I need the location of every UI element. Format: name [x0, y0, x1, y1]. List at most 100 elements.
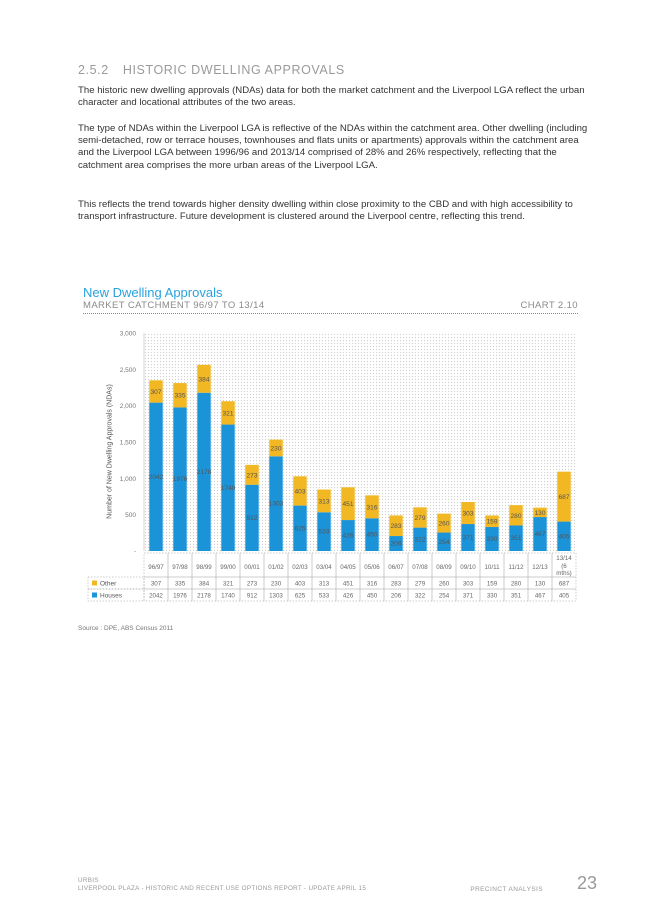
x-tick-label-2: (6 [561, 563, 567, 570]
table-cell-value: 371 [463, 593, 474, 600]
data-label-other: 230 [270, 445, 281, 452]
footer-left: URBIS LIVERPOOL PLAZA - HISTORIC AND REC… [78, 877, 366, 893]
x-tick-label: 04/05 [340, 564, 356, 571]
table-cell-value: 405 [559, 593, 570, 600]
bars: 2042 307 1976 335 2178 384 1740 321 912 273 1303 23… [149, 364, 571, 551]
bar-other [461, 502, 475, 525]
data-label-houses: 322 [414, 536, 425, 543]
x-tick-label: 99/00 [220, 564, 236, 571]
bar-other [317, 489, 331, 513]
x-tick-label: 12/13 [532, 564, 548, 571]
table-cell-value: 687 [559, 581, 570, 588]
bar-houses [413, 527, 427, 551]
table-cell-value: 467 [535, 593, 546, 600]
table-cell-value: 206 [391, 593, 402, 600]
x-tick-label: 10/11 [484, 564, 500, 571]
table-cell-value: 2178 [197, 593, 211, 600]
table-cell-value: 321 [223, 581, 234, 588]
data-label-houses: 254 [438, 539, 449, 546]
section-heading: 2.5.2 HISTORIC DWELLING APPROVALS [78, 63, 345, 77]
table-cell [551, 588, 577, 602]
data-table: 96/97 97/98 98/99 99/00 00/01 01/02 02/03 03/04… [87, 552, 577, 602]
y-tick-label: 2,500 [120, 367, 137, 374]
table-cell-value: 335 [175, 581, 186, 588]
x-tick-label: 97/98 [172, 564, 188, 571]
paragraph-3: This reflects the trend towards higher d… [78, 199, 573, 223]
footer-report: LIVERPOOL PLAZA - HISTORIC AND RECENT US… [78, 885, 367, 892]
chart-subtitle: MARKET CATCHMENT 96/97 TO 13/14 [83, 300, 265, 311]
data-label-other: 687 [558, 494, 569, 501]
bar-other [149, 380, 163, 403]
data-label-other: 279 [414, 515, 425, 522]
table-cell-value: 307 [151, 581, 162, 588]
chart-title: New Dwelling Approvals [83, 285, 223, 300]
data-label-houses: 330 [486, 536, 497, 543]
data-label-houses: 533 [318, 529, 329, 536]
x-tick-label: 98/99 [196, 564, 212, 571]
table-cell-value: 625 [295, 593, 306, 600]
chart-number: CHART 2.10 [520, 300, 578, 311]
x-tick-label: 11/12 [508, 564, 524, 571]
bar-houses [509, 525, 523, 551]
table-cell-value: 384 [199, 581, 210, 588]
bar-houses [341, 520, 355, 551]
x-tick-label: 00/01 [244, 564, 260, 571]
table-cell-value: 1303 [269, 593, 283, 600]
bar-houses [173, 407, 187, 551]
table-cell-value: 130 [535, 581, 546, 588]
bar-houses [149, 402, 163, 551]
data-label-houses: 206 [390, 541, 401, 548]
data-label-houses: 2178 [197, 469, 212, 476]
table-cell-value: 254 [439, 593, 450, 600]
bar-other [173, 383, 187, 408]
table-cell-value: 450 [367, 593, 378, 600]
plot-area [144, 333, 576, 551]
table-cell-value: 303 [463, 581, 474, 588]
data-label-other: 273 [246, 472, 257, 479]
legend-swatch [92, 592, 97, 598]
table-cell-value: 280 [511, 581, 522, 588]
bar-houses [533, 517, 547, 551]
footer-section: PRECINCT ANALYSIS [470, 886, 543, 893]
bar-other [365, 495, 379, 519]
data-label-houses: 2042 [149, 474, 164, 481]
x-tick-label: 07/08 [412, 564, 428, 571]
y-tick-label: 1,000 [120, 476, 137, 483]
bar-houses [293, 505, 307, 551]
table-cell-value: 1740 [221, 593, 235, 600]
data-label-other: 403 [294, 488, 305, 495]
data-label-houses: 467 [534, 531, 545, 538]
y-axis: - 500 1,000 1,500 2,000 2,500 3,000 [120, 331, 145, 556]
table-cell-value: 159 [487, 581, 498, 588]
bar-houses [365, 518, 379, 551]
bar-other [533, 507, 547, 518]
data-label-houses: 1303 [269, 501, 284, 508]
legend-label: Other [100, 581, 117, 588]
bar-other [437, 513, 451, 533]
data-label-houses: 625 [294, 525, 305, 532]
data-label-houses: 450 [366, 532, 377, 539]
table-cell-value: 2042 [149, 593, 163, 600]
footer-company: URBIS [78, 877, 99, 884]
bar-other [293, 476, 307, 506]
data-label-other: 313 [318, 498, 329, 505]
table-cell-value: 279 [415, 581, 426, 588]
bar-other [557, 471, 571, 522]
x-tick-label: 02/03 [292, 564, 308, 571]
data-label-other: 280 [510, 513, 521, 520]
table-cell-value: 273 [247, 581, 258, 588]
table-cell-value: 313 [319, 581, 330, 588]
data-label-houses: 405 [558, 533, 569, 540]
data-label-houses: 371 [462, 535, 473, 542]
data-label-houses: 426 [342, 533, 353, 540]
bar-houses [389, 536, 403, 551]
table-cell-value: 533 [319, 593, 330, 600]
table-cell-value: 912 [247, 593, 258, 600]
paragraph-1: The historic new dwelling approvals (NDA… [78, 85, 585, 109]
bar-houses [221, 424, 235, 551]
table-cell-value: 260 [439, 581, 450, 588]
table-legend-cell [87, 588, 145, 602]
bar-other [221, 401, 235, 425]
legend-swatch [92, 580, 97, 586]
